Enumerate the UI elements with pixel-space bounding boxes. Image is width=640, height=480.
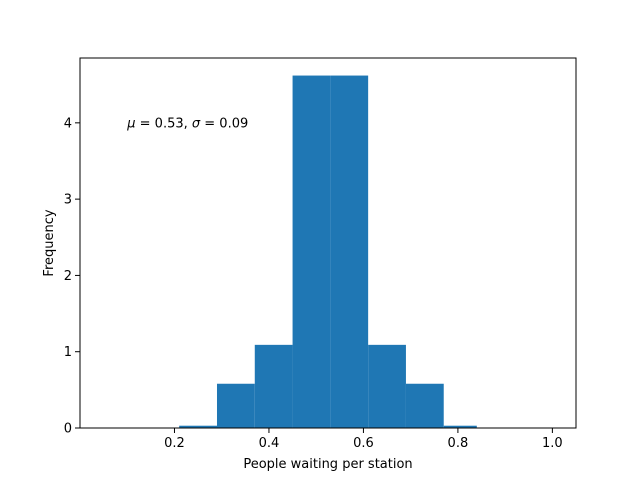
histogram-bar-1 xyxy=(216,383,255,428)
x-tick-label: 0.4 xyxy=(259,436,280,451)
histogram-bar-2 xyxy=(254,344,293,428)
y-tick-label: 3 xyxy=(64,193,72,208)
histogram-bar-4 xyxy=(330,75,369,429)
mu-value: = 0.53, xyxy=(136,116,192,131)
x-tick-label: 0.8 xyxy=(448,436,469,451)
y-tick-label: 4 xyxy=(64,116,72,131)
y-axis-title: Frequency xyxy=(42,209,57,276)
stats-annotation: μ = 0.53, σ = 0.09 xyxy=(126,116,248,131)
histogram-bar-5 xyxy=(368,344,406,428)
histogram-bar-6 xyxy=(405,383,444,428)
y-tick-label: 2 xyxy=(64,269,72,284)
histogram-bar-3 xyxy=(292,75,331,429)
y-tick-label: 1 xyxy=(64,345,72,360)
y-tick-label: 0 xyxy=(64,422,72,437)
histogram-bar-7 xyxy=(443,425,477,428)
plot-frame xyxy=(79,57,577,429)
ticks-group: 0.2 0.4 0.6 0.8 1.0 0 1 2 3 4 xyxy=(64,116,563,451)
x-tick-label: 0.2 xyxy=(164,436,185,451)
x-tick-label: 0.6 xyxy=(353,436,374,451)
x-axis-title: People waiting per station xyxy=(243,457,412,472)
sigma-value: = 0.09 xyxy=(200,116,248,131)
histogram-bar-0 xyxy=(179,425,217,428)
sigma-symbol: σ xyxy=(192,116,201,131)
mu-symbol: μ xyxy=(126,116,135,131)
x-tick-label: 1.0 xyxy=(542,436,563,451)
bars-group xyxy=(179,75,477,429)
